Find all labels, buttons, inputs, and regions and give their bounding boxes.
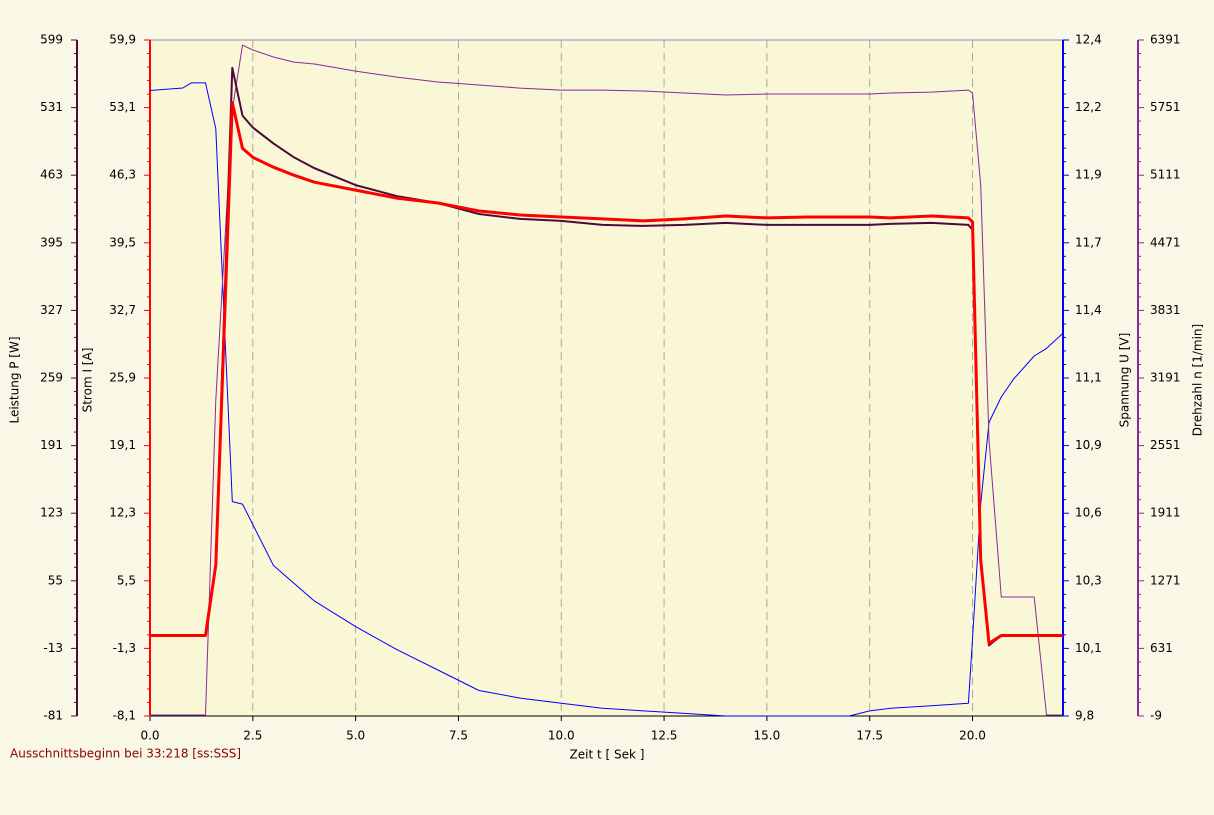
y-tick-label: 10,3 bbox=[1075, 573, 1102, 587]
y-axis-title: Leistung P [W] bbox=[8, 336, 22, 423]
y-tick-label: 11,7 bbox=[1075, 235, 1102, 249]
y-tick-label: 2551 bbox=[1150, 438, 1181, 452]
y-tick-label: 46,3 bbox=[109, 168, 136, 182]
x-tick-label: 10.0 bbox=[548, 729, 575, 743]
series-line bbox=[149, 82, 1064, 717]
y-tick-label: 59,9 bbox=[109, 33, 136, 47]
y-tick-label: 6391 bbox=[1150, 33, 1181, 47]
y-tick-label: 12,3 bbox=[109, 506, 136, 520]
y-tick-label: -8,1 bbox=[113, 709, 136, 723]
y-tick-label: 11,1 bbox=[1075, 371, 1102, 385]
y-tick-label: 5751 bbox=[1150, 100, 1181, 114]
y-tick-label: -81 bbox=[43, 709, 63, 723]
x-axis-title: Zeit t [ Sek ] bbox=[570, 748, 645, 762]
y-tick-label: 3831 bbox=[1150, 303, 1181, 317]
y-axis-title: Strom I [A] bbox=[81, 348, 95, 413]
y-tick-label: 1271 bbox=[1150, 573, 1181, 587]
y-tick-label: 395 bbox=[40, 235, 63, 249]
y-tick-label: 32,7 bbox=[109, 303, 136, 317]
y-tick-label: 531 bbox=[40, 100, 63, 114]
y-tick-label: -13 bbox=[43, 641, 63, 655]
x-tick-label: 20.0 bbox=[959, 729, 986, 743]
y-tick-label: 5111 bbox=[1150, 168, 1181, 182]
y-tick-label: 39,5 bbox=[109, 235, 136, 249]
y-tick-label: 5,5 bbox=[117, 573, 136, 587]
y-tick-label: 259 bbox=[40, 371, 63, 385]
series-line bbox=[150, 66, 1063, 647]
plot-area bbox=[150, 40, 1063, 716]
y-tick-label: 191 bbox=[40, 438, 63, 452]
y-tick-label: 25,9 bbox=[109, 371, 136, 385]
x-tick-label: 0.0 bbox=[140, 729, 159, 743]
x-tick-label: 2.5 bbox=[243, 729, 262, 743]
x-tick-label: 17.5 bbox=[856, 729, 883, 743]
series-line bbox=[150, 101, 1063, 645]
x-tick-label: 15.0 bbox=[754, 729, 781, 743]
y-axis-title: Spannung U [V] bbox=[1118, 333, 1132, 428]
y-tick-label: 3191 bbox=[1150, 371, 1181, 385]
y-tick-label: -9 bbox=[1150, 709, 1162, 723]
x-tick-label: 12.5 bbox=[651, 729, 678, 743]
y-tick-label: 11,4 bbox=[1075, 303, 1102, 317]
y-tick-label: 12,4 bbox=[1075, 33, 1102, 47]
y-tick-label: 10,9 bbox=[1075, 438, 1102, 452]
y-tick-label: 12,2 bbox=[1075, 100, 1102, 114]
y-tick-label: 4471 bbox=[1150, 235, 1181, 249]
y-tick-label: 463 bbox=[40, 168, 63, 182]
y-tick-label: 11,9 bbox=[1075, 168, 1102, 182]
series-line bbox=[150, 44, 1063, 716]
y-tick-label: 599 bbox=[40, 33, 63, 47]
x-tick-label: 5.0 bbox=[346, 729, 365, 743]
y-tick-label: 10,1 bbox=[1075, 641, 1102, 655]
x-tick-label: 7.5 bbox=[449, 729, 468, 743]
y-tick-label: -1,3 bbox=[113, 641, 136, 655]
y-tick-label: 53,1 bbox=[109, 100, 136, 114]
y-axis-title: Drehzahl n [1/min] bbox=[1191, 324, 1205, 436]
y-tick-label: 19,1 bbox=[109, 438, 136, 452]
y-tick-label: 327 bbox=[40, 303, 63, 317]
y-tick-label: 1911 bbox=[1150, 506, 1181, 520]
y-tick-label: 631 bbox=[1150, 641, 1173, 655]
note: Ausschnittsbeginn bei 33:218 [ss:SSS] bbox=[10, 747, 241, 761]
y-tick-label: 10,6 bbox=[1075, 506, 1102, 520]
y-tick-label: 9,8 bbox=[1075, 709, 1094, 723]
y-tick-label: 55 bbox=[48, 573, 63, 587]
y-tick-label: 123 bbox=[40, 506, 63, 520]
